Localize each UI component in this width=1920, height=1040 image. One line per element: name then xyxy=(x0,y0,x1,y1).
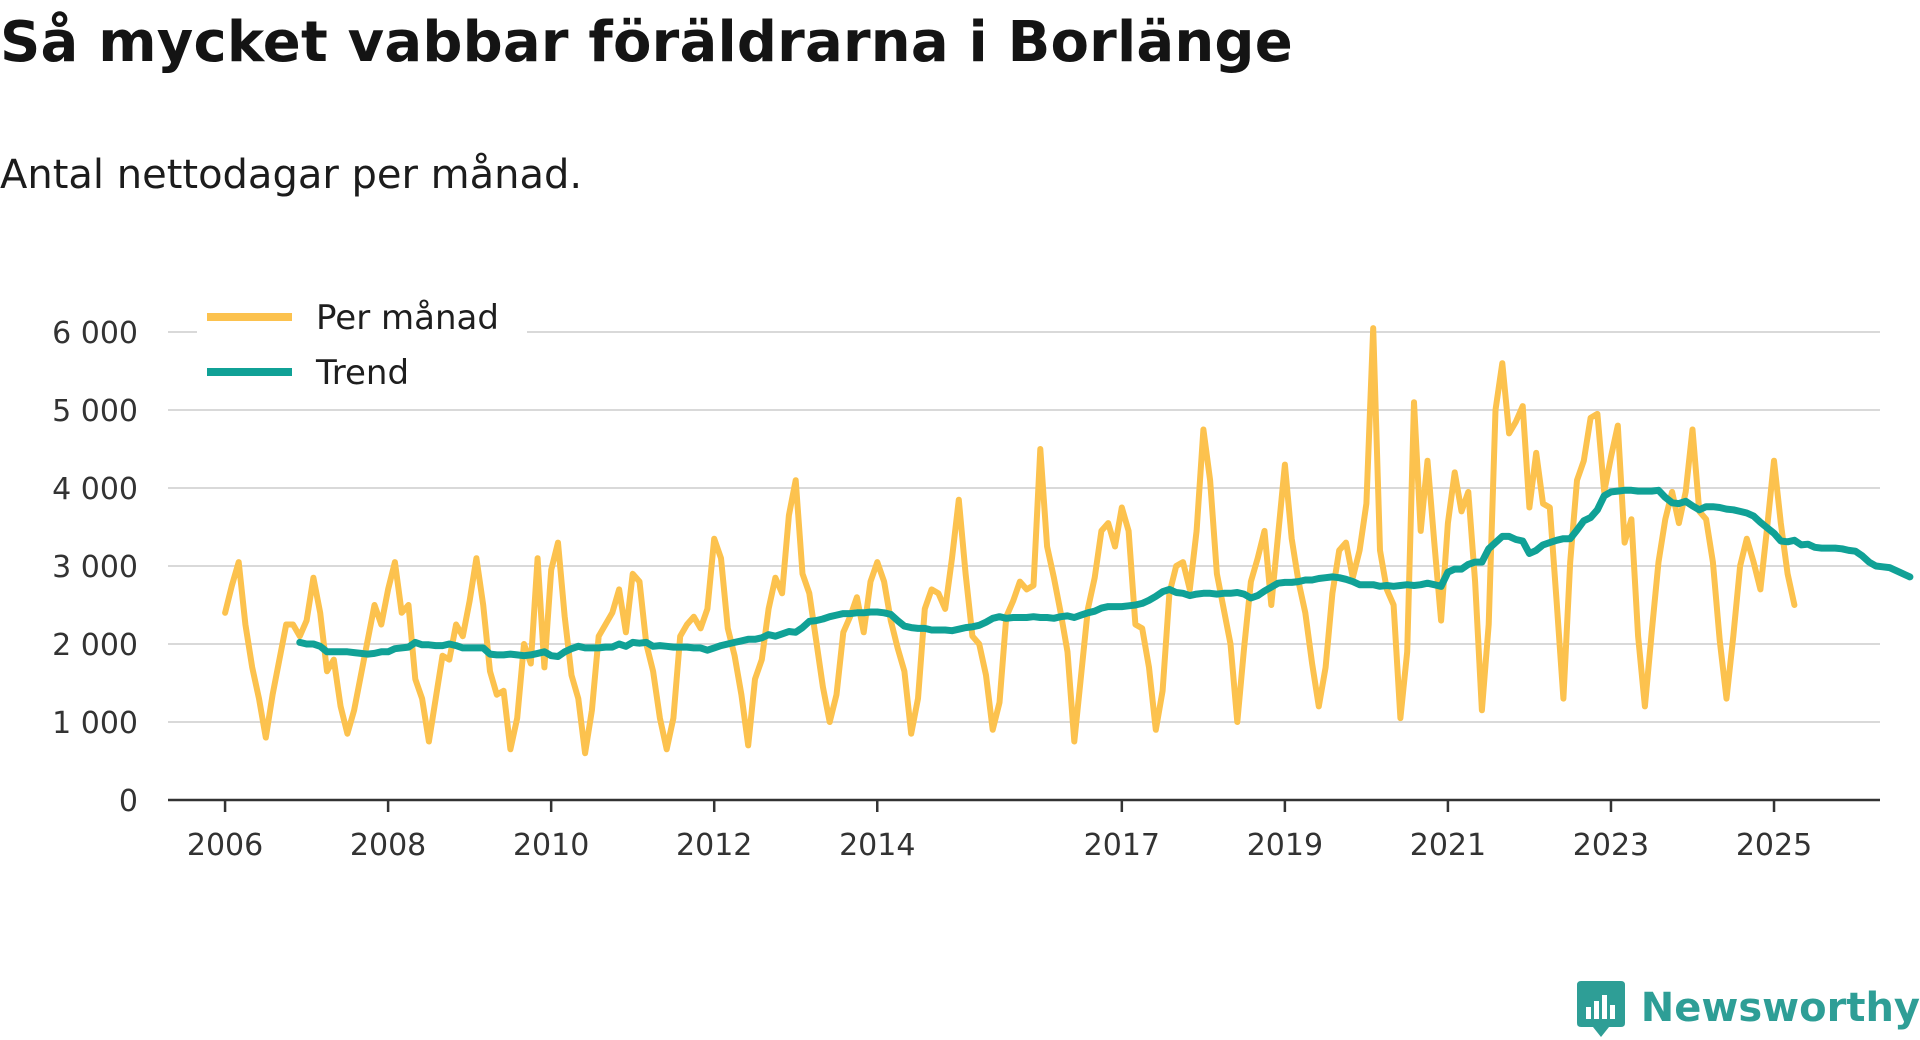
x-tick-label: 2012 xyxy=(676,828,752,863)
x-tick-label: 2019 xyxy=(1247,828,1323,863)
x-tick-label: 2025 xyxy=(1736,828,1812,863)
x-tick-label: 2010 xyxy=(513,828,589,863)
chart-subtitle: Antal nettodagar per månad. xyxy=(0,152,583,198)
series xyxy=(222,325,1914,757)
y-tick-label: 5 000 xyxy=(52,394,138,429)
y-tick-label: 0 xyxy=(119,784,138,819)
chart-title: Så mycket vabbar föräldrarna i Borlänge xyxy=(0,10,1293,75)
x-tick-label: 2017 xyxy=(1084,828,1160,863)
newsworthy-logo-icon xyxy=(1576,981,1625,1037)
y-tick-label: 4 000 xyxy=(52,472,138,507)
x-tick-label: 2023 xyxy=(1573,828,1649,863)
x-axis: 2006 2008 2010 2012 2014 2017 2019 2021 2023 2025 xyxy=(168,798,1880,863)
newsworthy-logo: Newsworthy xyxy=(1575,976,1920,1040)
series-line-trend xyxy=(296,486,1914,660)
x-tick-label: 2008 xyxy=(350,828,426,863)
y-tick-label: 3 000 xyxy=(52,550,138,585)
x-tick-label: 2021 xyxy=(1410,828,1486,863)
legend-label-per-month: Per månad xyxy=(316,298,499,338)
y-tick-label: 6 000 xyxy=(52,316,138,351)
y-tick-label: 1 000 xyxy=(52,706,138,741)
x-tick-label: 2006 xyxy=(187,828,263,863)
x-tick-label: 2014 xyxy=(839,828,915,863)
legend: Per månad Trend xyxy=(197,288,527,408)
y-axis: 0 1 000 2 000 3 000 4 000 5 000 6 000 xyxy=(52,316,138,819)
y-tick-label: 2 000 xyxy=(52,628,138,663)
brand-name: Newsworthy xyxy=(1640,985,1920,1031)
series-line-per-month xyxy=(222,325,1798,757)
legend-background xyxy=(197,288,527,408)
legend-label-trend: Trend xyxy=(315,353,409,393)
